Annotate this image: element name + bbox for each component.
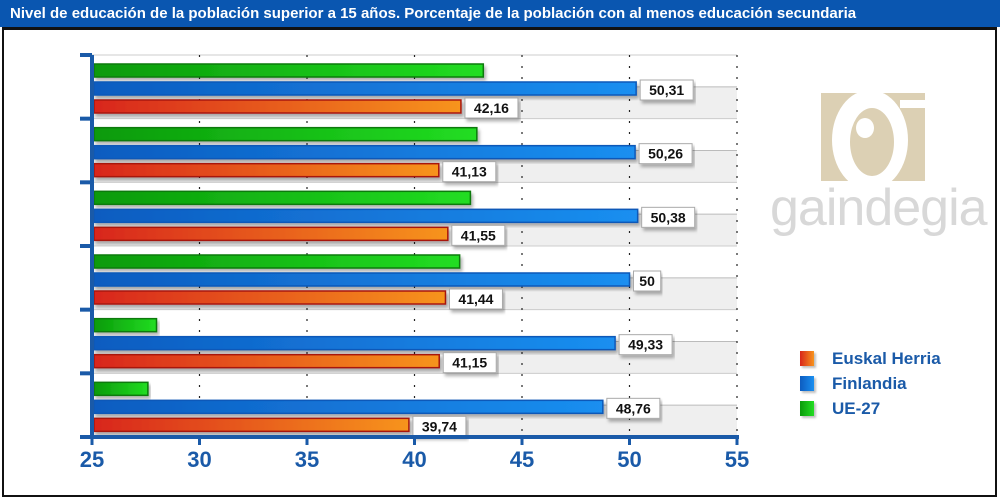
gaindegia-logo: gaindegia — [770, 90, 990, 260]
bar-euskal-herria[interactable] — [93, 353, 440, 369]
x-tick-label: 30 — [187, 447, 211, 472]
data-label-box — [639, 79, 694, 101]
x-tick-label: 50 — [617, 447, 641, 472]
bar-finlandia[interactable] — [93, 81, 637, 96]
x-tick-label: 25 — [80, 447, 104, 472]
legend-swatch-icon — [800, 376, 814, 391]
data-label: 41,55 — [461, 227, 496, 243]
x-tick-label: 55 — [725, 447, 749, 472]
legend: Euskal Herria Finlandia UE-27 — [800, 346, 941, 421]
legend-item-ue-27[interactable]: UE-27 — [800, 396, 941, 421]
data-label-box — [448, 288, 503, 310]
bar-ue-27[interactable] — [93, 317, 158, 333]
x-tick-label: 45 — [510, 447, 534, 472]
bar-euskal-herria[interactable] — [93, 290, 447, 305]
data-label-box — [618, 334, 673, 356]
bar-finlandia[interactable] — [93, 208, 639, 224]
bar-finlandia[interactable] — [93, 272, 631, 287]
data-label: 41,13 — [452, 164, 487, 180]
data-label-box — [442, 161, 497, 183]
data-label-box — [442, 352, 497, 374]
legend-label: UE-27 — [832, 398, 881, 418]
bar-euskal-herria[interactable] — [93, 417, 410, 433]
bar-ue-27[interactable] — [93, 254, 461, 269]
legend-item-euskal-herria[interactable]: Euskal Herria — [800, 346, 941, 371]
bar-euskal-herria[interactable] — [93, 226, 449, 242]
x-tick-label: 40 — [402, 447, 426, 472]
data-label: 41,15 — [452, 355, 487, 371]
data-label: 48,76 — [616, 400, 651, 416]
bar-ue-27[interactable] — [93, 63, 485, 78]
data-label: 50,26 — [648, 146, 683, 162]
bar-finlandia[interactable] — [93, 144, 636, 160]
data-label: 50,31 — [649, 82, 684, 98]
data-label: 50,38 — [651, 209, 686, 225]
legend-swatch-icon — [800, 401, 814, 416]
legend-label: Euskal Herria — [832, 348, 941, 368]
gaindegia-logo-icon — [821, 90, 925, 190]
bar-ue-27[interactable] — [93, 190, 472, 206]
legend-label: Finlandia — [832, 373, 907, 393]
bar-ue-27[interactable] — [93, 126, 478, 142]
data-label-box — [633, 270, 662, 292]
data-label: 42,16 — [474, 100, 509, 116]
data-label-box — [641, 206, 696, 228]
chart-title: Nivel de educación de la población super… — [0, 0, 1000, 27]
data-label-box — [451, 224, 506, 246]
data-label: 50 — [639, 273, 655, 289]
data-label: 49,33 — [628, 337, 663, 353]
bar-euskal-herria[interactable] — [93, 99, 462, 114]
logo-text: gaindegia — [770, 179, 988, 237]
bar-finlandia[interactable] — [93, 399, 604, 415]
bar-ue-27[interactable] — [93, 381, 149, 397]
data-label-box — [464, 97, 519, 119]
data-label-box — [638, 143, 693, 165]
x-tick-label: 35 — [295, 447, 319, 472]
data-label-box — [606, 397, 661, 419]
data-label: 39,74 — [422, 418, 457, 434]
legend-swatch-icon — [800, 351, 814, 366]
bar-finlandia[interactable] — [93, 335, 616, 351]
bar-euskal-herria[interactable] — [93, 162, 440, 178]
data-label: 41,44 — [458, 291, 493, 307]
legend-item-finlandia[interactable]: Finlandia — [800, 371, 941, 396]
